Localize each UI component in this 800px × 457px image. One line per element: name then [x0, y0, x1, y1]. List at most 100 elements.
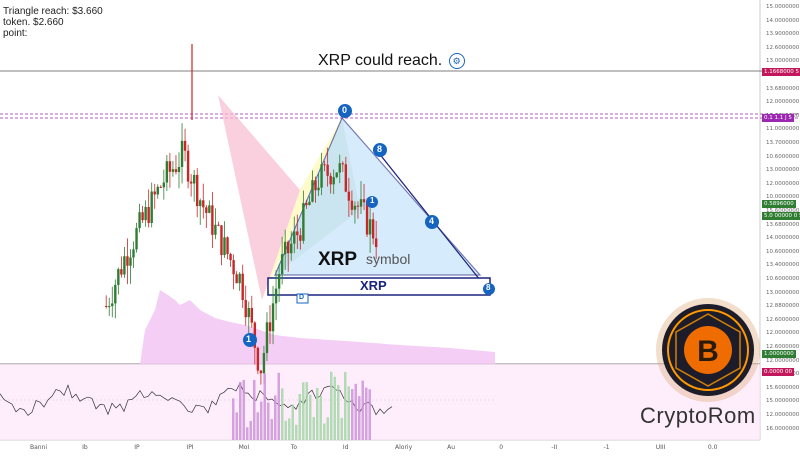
candle-body [111, 303, 114, 307]
candle-body [129, 257, 132, 266]
price-tick-label: 13.6800000 [766, 221, 800, 228]
settings-icon[interactable]: ⚙ [448, 52, 465, 69]
price-tick-label: 11.0000000 [766, 126, 800, 133]
indicator-pane [0, 364, 760, 440]
price-badge: 0.1 1.1 J 5 [762, 114, 794, 122]
time-tick-label: Banni [30, 444, 48, 451]
candle-body [274, 288, 278, 304]
volume-bar [326, 417, 329, 440]
price-badge: 0.0000 00 [762, 368, 794, 376]
volume-bar [281, 388, 284, 440]
pattern-marker-1 [243, 333, 257, 347]
volume-bar [316, 387, 319, 440]
candle-body [165, 161, 169, 183]
volume-bars-group [232, 371, 371, 440]
volume-bar [256, 412, 259, 440]
volume-bar [323, 423, 326, 440]
volume-bar [291, 404, 294, 440]
price-tick-label: 15.0000000 [766, 398, 800, 405]
price-tick-label: 13.0000000 [766, 58, 800, 65]
candle-body [356, 205, 360, 207]
time-tick-label: To [290, 444, 298, 451]
marker-label-low: 1 [370, 196, 375, 205]
candle-body [192, 174, 196, 184]
candle-body [186, 150, 190, 182]
headline: XRP could reach. ⚙ [318, 52, 465, 70]
volume-profile-area [140, 290, 495, 364]
candle-body [120, 269, 123, 275]
volume-bar [309, 394, 312, 440]
pattern-marker-d [296, 293, 309, 304]
candle-body [350, 200, 354, 210]
volume-bar [249, 420, 252, 440]
candle-body [150, 191, 153, 223]
candle-body [265, 322, 269, 354]
pattern-marker-8 [373, 143, 387, 157]
candle-body [147, 206, 150, 223]
price-tick-label: 10.6000000 [766, 276, 800, 282]
candle-body [317, 187, 320, 191]
volume-bar [232, 398, 235, 440]
base-bar-label: XRP [360, 278, 387, 293]
volume-bar [235, 412, 238, 440]
candle-body [238, 273, 241, 284]
headline-text: XRP could reach. [318, 52, 443, 69]
volume-bar [312, 416, 315, 440]
candle-body [171, 169, 175, 172]
volume-bar [361, 380, 364, 440]
price-badge: 1.1668000 5 [762, 68, 800, 76]
candle-body [250, 307, 253, 323]
time-tick-label: UIII [655, 444, 666, 451]
candle-body [247, 307, 250, 318]
candle-body [189, 181, 193, 184]
candle-body [196, 174, 199, 207]
candle-body [117, 269, 120, 285]
header-line-3: point: [3, 28, 28, 39]
candle-body [305, 203, 308, 206]
candle-body [296, 231, 299, 236]
price-tick-label: 15.6000000 [766, 208, 800, 214]
triangle-pattern [274, 116, 482, 276]
candle-body [320, 164, 323, 188]
volume-bar [305, 382, 308, 440]
price-tick-label: 13.0000000 [766, 167, 800, 174]
header-line-2: token. $2.660 [3, 17, 64, 28]
volume-bar [302, 382, 305, 440]
candle-body [290, 243, 293, 254]
candle-body [365, 202, 369, 235]
candle-body [326, 164, 329, 176]
price-tick-label: 12.0000000 [766, 357, 800, 364]
time-tick-label: -II [551, 444, 558, 451]
pattern-marker-top [338, 104, 352, 118]
candle-body [126, 256, 129, 266]
marker-label-d: D [299, 294, 305, 301]
pattern-marker-end [483, 283, 495, 295]
candle-body [135, 228, 138, 250]
candle-body [268, 322, 272, 332]
price-badge: 0.5896000 [762, 200, 796, 208]
volume-bar [239, 382, 242, 440]
candle-body [287, 241, 290, 254]
candle-body [311, 180, 314, 202]
price-tick-label: 15.0000000 [766, 4, 800, 10]
candles-group [105, 44, 378, 385]
volume-bar [368, 389, 371, 440]
price-tick-label: 13.7000000 [766, 140, 800, 146]
price-badge: 5.0 00000 0 5 [762, 212, 800, 220]
marker-label-end: 8 [486, 283, 491, 292]
volume-bar [347, 386, 350, 440]
candle-body [329, 175, 332, 185]
marker-label-1: 1 [246, 334, 252, 344]
candle-body [359, 199, 363, 207]
candle-body [244, 300, 247, 318]
candle-body [371, 219, 375, 239]
candle-body [323, 164, 326, 166]
svg-text:B: B [697, 335, 719, 368]
time-tick-label: Aloriy [395, 444, 413, 451]
candle-body [211, 205, 214, 235]
price-tick-label: 13.4000000 [766, 262, 800, 269]
volume-bar [270, 419, 273, 440]
time-tick-label: Au [447, 444, 456, 451]
price-badge: 1.0000000 [762, 350, 796, 358]
price-tick-label: 12.0000000 [766, 330, 800, 337]
